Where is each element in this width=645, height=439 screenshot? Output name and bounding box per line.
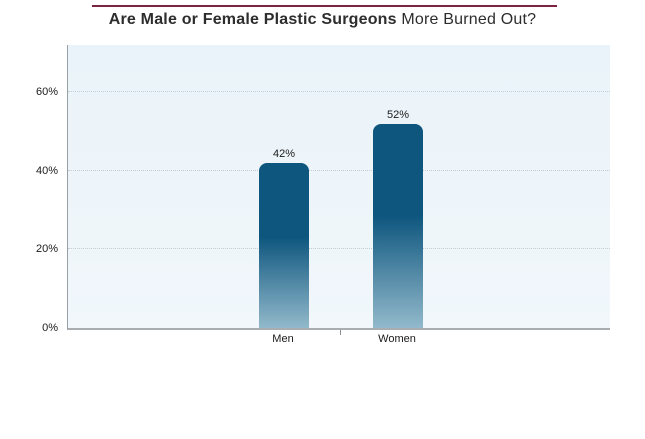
chart-title-bold: Are Male or Female Plastic Surgeons — [108, 11, 397, 28]
x-axis-category-label-men: Men — [272, 333, 294, 345]
plot-area: 42% 52% — [67, 45, 610, 330]
y-axis-tick-label: 20% — [35, 243, 58, 256]
gridline-40 — [68, 169, 610, 171]
y-axis-tick-label: 40% — [35, 164, 58, 177]
bar-value-label-men: 42% — [272, 147, 296, 160]
bar-men — [259, 162, 309, 328]
y-axis-tick-label: 0% — [42, 322, 58, 334]
title-accent-rule — [92, 5, 557, 7]
bar-value-label-women: 52% — [386, 108, 410, 121]
x-axis-tick — [340, 330, 341, 335]
chart-title: Are Male or Female Plastic Surgeons More… — [0, 11, 645, 29]
chart-title-regular: More Burned Out? — [396, 11, 537, 28]
y-axis-tick-label: 60% — [35, 86, 58, 99]
gridline-60 — [68, 91, 610, 93]
x-axis-category-label-women: Women — [378, 333, 416, 345]
bar-women — [373, 123, 423, 328]
gridline-20 — [68, 248, 610, 250]
